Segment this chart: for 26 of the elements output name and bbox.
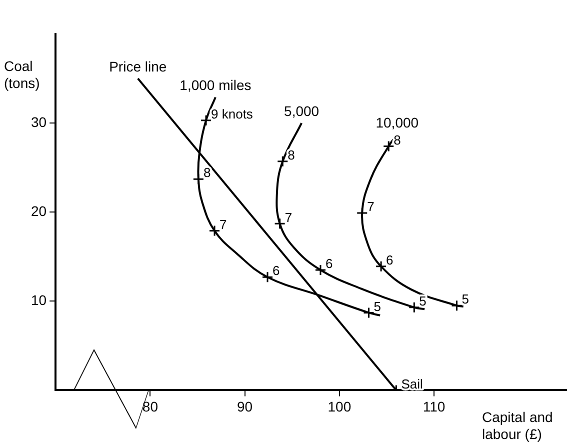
annotation: 6 bbox=[326, 256, 333, 272]
annotation: 5 bbox=[462, 292, 469, 307]
annotation: 7 bbox=[220, 216, 227, 232]
annotation: 6 bbox=[386, 252, 394, 268]
x-tick-label: 100 bbox=[328, 398, 352, 414]
series-label: 1,000 miles bbox=[180, 77, 252, 94]
x-tick-label: 90 bbox=[237, 398, 253, 414]
y-axis-title: Coal (tons) bbox=[4, 58, 41, 92]
annotation: 8 bbox=[288, 147, 295, 162]
series-label: Price line bbox=[109, 58, 167, 74]
x-axis-title: Capital and labour (£) bbox=[482, 409, 554, 443]
x-tick-label: 110 bbox=[422, 398, 446, 414]
annotation: 7 bbox=[284, 210, 292, 225]
annotation: 6 bbox=[272, 263, 280, 278]
x-tick-label: 80 bbox=[142, 398, 158, 414]
series-label: 5,000 bbox=[284, 102, 320, 119]
y-tick-label: 30 bbox=[30, 114, 47, 130]
y-tick-label: 10 bbox=[30, 292, 47, 308]
annotation: Sail bbox=[401, 376, 423, 392]
y-tick-label: 20 bbox=[30, 202, 47, 219]
annotation: 8 bbox=[203, 165, 211, 180]
annotation: 5 bbox=[419, 293, 426, 308]
annotation: 7 bbox=[367, 199, 374, 214]
annotation: 9 knots bbox=[211, 106, 254, 122]
annotation: 5 bbox=[374, 298, 381, 314]
series-label: 10,000 bbox=[376, 114, 419, 130]
